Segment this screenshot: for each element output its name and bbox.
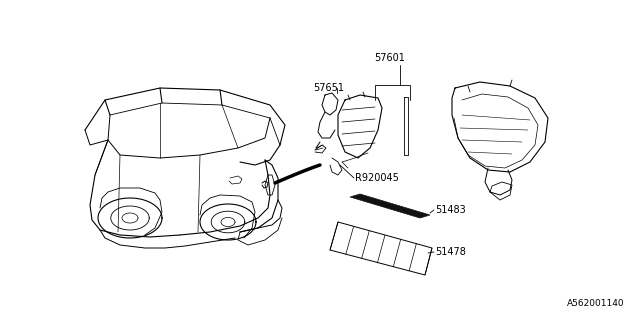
- Polygon shape: [330, 222, 432, 275]
- Text: 57651: 57651: [314, 83, 344, 93]
- Text: 51483: 51483: [435, 205, 466, 215]
- Text: R920045: R920045: [355, 173, 399, 183]
- Polygon shape: [350, 194, 430, 218]
- Text: 57601: 57601: [374, 53, 405, 63]
- Text: A562001140: A562001140: [568, 299, 625, 308]
- Text: 51478: 51478: [435, 247, 466, 257]
